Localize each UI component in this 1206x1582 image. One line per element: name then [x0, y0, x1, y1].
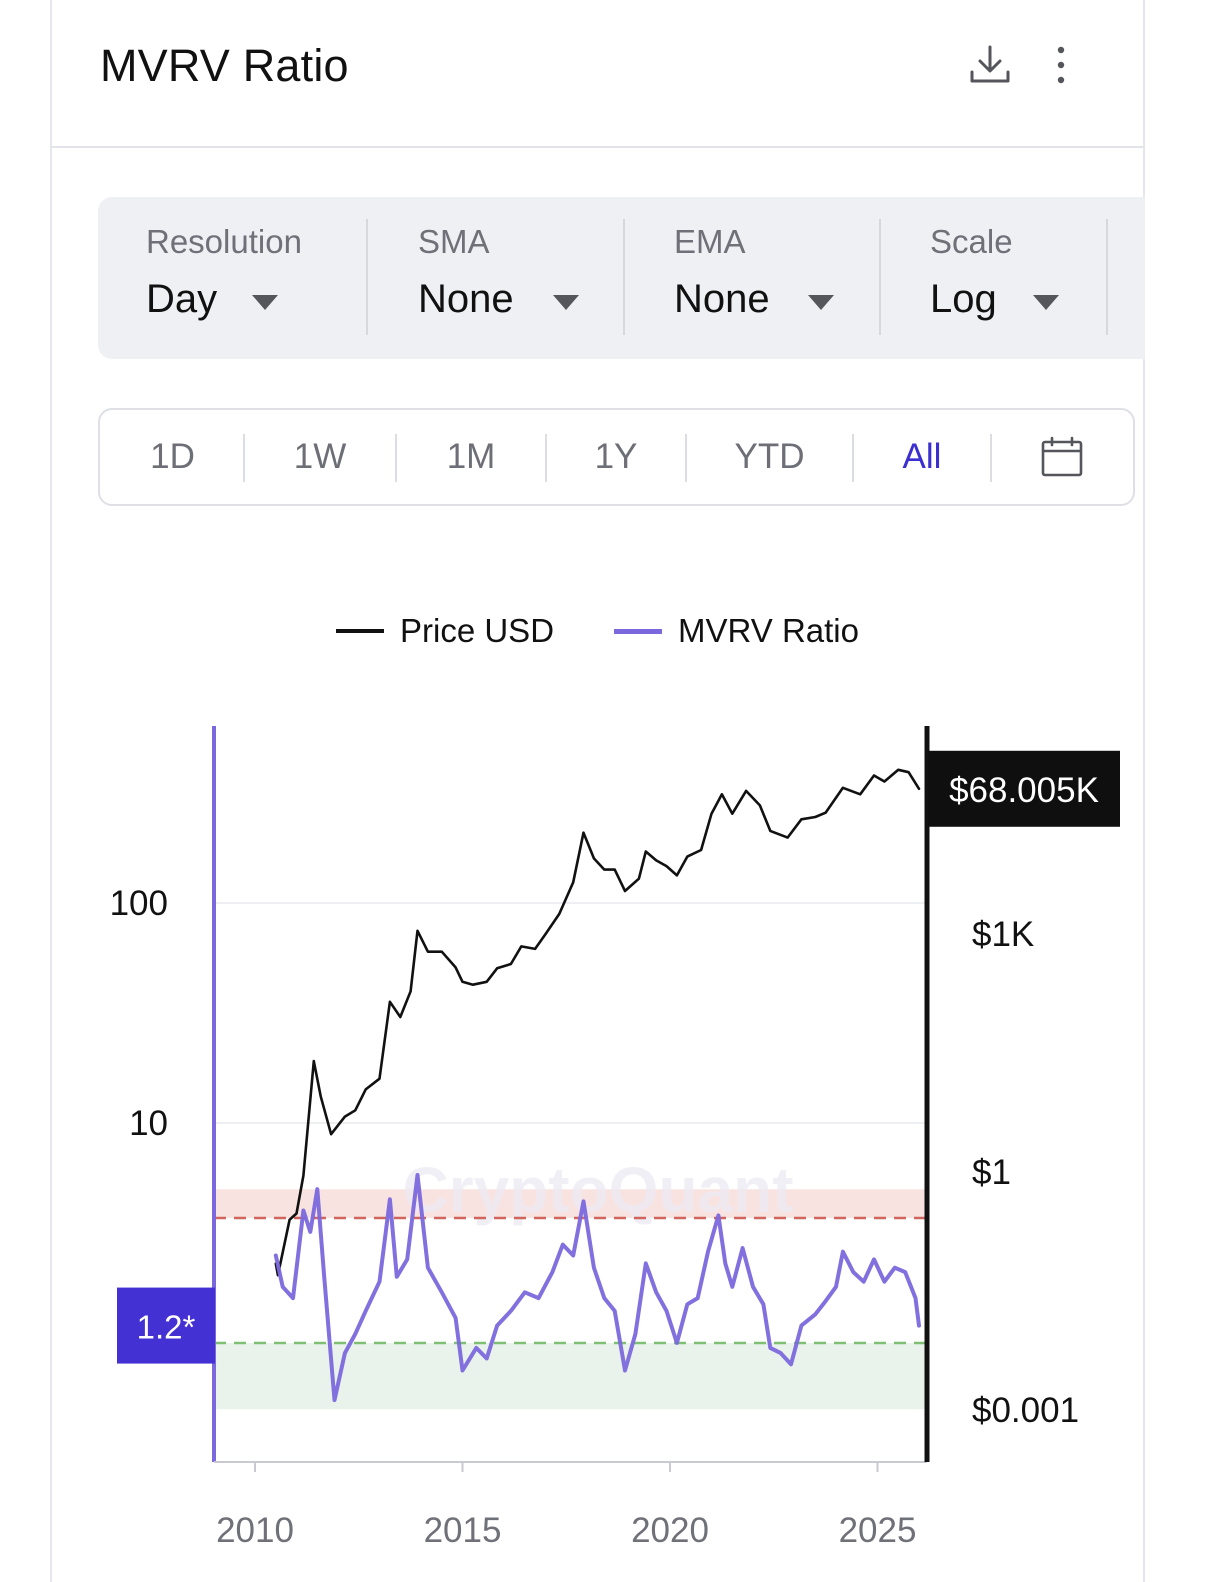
download-icon [970, 45, 1010, 83]
download-button[interactable] [965, 40, 1015, 90]
range-divider [243, 434, 245, 482]
range-1y-button[interactable]: 1Y [594, 437, 638, 476]
chevron-down-icon [808, 295, 834, 310]
control-divider [879, 219, 881, 335]
legend-item-mvrv[interactable]: MVRV Ratio [614, 612, 859, 650]
chevron-down-icon [553, 295, 579, 310]
sma-label: SMA [418, 223, 490, 260]
resolution-value: Day [146, 277, 218, 321]
legend-swatch-mvrv [614, 628, 663, 634]
ema-label: EMA [674, 223, 746, 260]
chart-legend: Price USD MVRV Ratio [336, 606, 919, 656]
page-title: MVRV Ratio [100, 40, 349, 91]
controls-panel: Resolution Day SMA None EMA None Scale L… [98, 197, 1145, 359]
range-ytd-button[interactable]: YTD [734, 437, 805, 476]
sma-value: None [418, 277, 514, 321]
sma-select[interactable]: SMA None [418, 197, 618, 359]
scale-value: Log [930, 277, 997, 321]
legend-label-price: Price USD [400, 612, 555, 649]
control-divider [366, 219, 368, 335]
scale-select[interactable]: Scale Log [930, 197, 1130, 359]
range-1m-button[interactable]: 1M [446, 437, 496, 476]
header-divider [50, 146, 1145, 148]
range-divider [990, 434, 992, 482]
ema-value: None [674, 277, 770, 321]
range-1w-button[interactable]: 1W [293, 437, 347, 476]
date-picker-button[interactable] [992, 410, 1132, 504]
legend-label-mvrv: MVRV Ratio [678, 612, 859, 649]
more-vertical-icon [1057, 46, 1065, 84]
control-divider [1106, 219, 1108, 335]
range-divider [852, 434, 854, 482]
more-options-button[interactable] [1036, 40, 1086, 90]
calendar-icon [1041, 436, 1083, 477]
range-divider [545, 434, 547, 482]
scale-label: Scale [930, 223, 1013, 260]
range-all-button[interactable]: All [902, 437, 942, 476]
resolution-select[interactable]: Resolution Day [146, 197, 376, 359]
resolution-label: Resolution [146, 223, 302, 260]
range-1d-button[interactable]: 1D [150, 437, 195, 476]
chevron-down-icon [1033, 295, 1059, 310]
chevron-down-icon [252, 295, 278, 310]
legend-item-price[interactable]: Price USD [336, 612, 554, 650]
range-divider [395, 434, 397, 482]
ema-select[interactable]: EMA None [674, 197, 874, 359]
control-divider [623, 219, 625, 335]
time-range-selector: 1D 1W 1M 1Y YTD All [98, 408, 1135, 506]
range-divider [685, 434, 687, 482]
legend-swatch-price [336, 629, 384, 633]
